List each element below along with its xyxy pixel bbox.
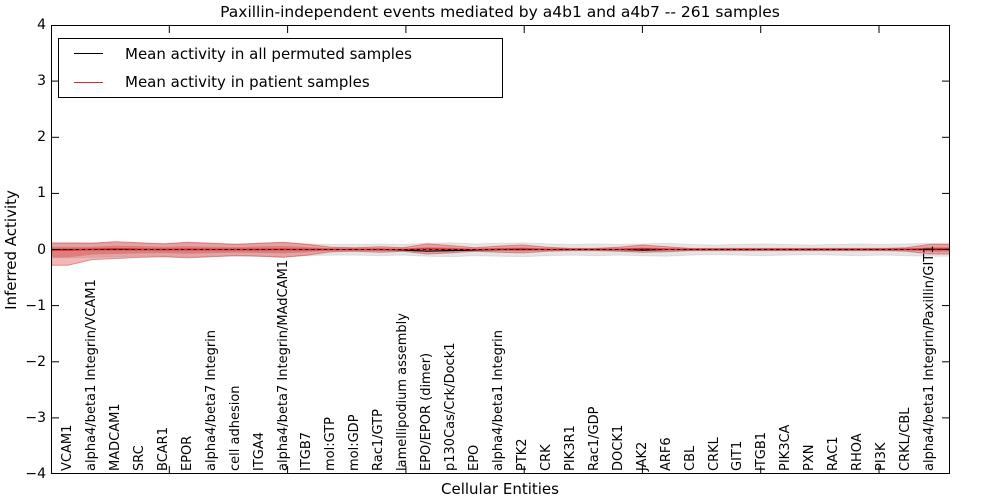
x-tick-label: RHOA — [850, 433, 866, 471]
x-tick-label: PI3K — [874, 442, 890, 471]
x-tick-label: alpha4/beta7 Integrin — [203, 329, 219, 471]
x-tick-label: DOCK1 — [610, 424, 626, 471]
legend-label-permuted: Mean activity in all permuted samples — [125, 44, 412, 63]
x-tick-label: ITGB1 — [754, 431, 770, 471]
x-tick-label: p130Cas/Crk/Dock1 — [443, 342, 459, 471]
x-tick-label: ITGA4 — [251, 431, 267, 471]
legend: Mean activity in all permuted samples Me… — [58, 38, 503, 98]
legend-entry-patient: Mean activity in patient samples — [59, 68, 502, 96]
x-tick-label: alpha4/beta1 Integrin — [491, 329, 506, 471]
x-tick-label: mol:GTP — [323, 417, 339, 471]
legend-entry-permuted: Mean activity in all permuted samples — [59, 40, 502, 68]
x-tick-label: lamellipodium assembly — [395, 313, 411, 471]
y-tick-label: 0 — [37, 241, 46, 258]
x-tick-label: VCAM1 — [60, 424, 75, 471]
legend-line-sample-patient-icon — [74, 81, 103, 83]
y-tick-label: 2 — [37, 129, 46, 146]
y-tick-label: −2 — [25, 353, 46, 370]
plot-area: VCAM1 alpha4/beta1 Integrin/VCAM1 MADCAM1 S… — [51, 25, 950, 474]
x-tick-label: EPO/EPOR (dimer) — [419, 352, 435, 471]
chart-title: Paxillin-independent events mediated by … — [220, 3, 780, 21]
x-tick-label: CRKL/CBL — [898, 407, 914, 472]
y-tick-label: 3 — [37, 73, 46, 90]
x-tick-label: JAK2 — [634, 441, 650, 471]
x-tick-label: RAC1 — [826, 436, 842, 471]
x-tick-label: alpha4/beta1 Integrin/VCAM1 — [83, 279, 99, 471]
x-tick-label: Rac1/GDP — [586, 406, 602, 471]
x-tick-label: CRK — [538, 444, 554, 471]
legend-line-sample-permuted-icon — [74, 53, 103, 55]
x-tick-label: ARF6 — [658, 437, 674, 471]
y-tick-label: −3 — [25, 409, 46, 426]
x-tick-label: EPO — [467, 444, 483, 471]
x-tick-label: CRKL — [706, 437, 722, 471]
x-tick-label: alpha4/beta7 Integrin/MAdCAM1 — [275, 260, 291, 471]
x-tick-label: BCAR1 — [155, 427, 171, 471]
x-tick-label: alpha4/beta1 Integrin/Paxillin/GIT1 — [922, 245, 937, 471]
x-tick-label: MADCAM1 — [107, 403, 123, 471]
x-tick-label: CBL — [682, 445, 698, 471]
x-tick-label: mol:GDP — [347, 414, 363, 471]
x-tick-label: cell adhesion — [227, 385, 243, 471]
y-tick-label: −1 — [25, 297, 46, 314]
x-tick-label: PIK3CA — [778, 424, 794, 471]
x-tick-label: PXN — [802, 444, 818, 471]
x-tick-label: EPOR — [179, 435, 195, 471]
y-tick-label: 4 — [37, 17, 46, 33]
x-tick-label: GIT1 — [730, 440, 746, 471]
y-tick-label: −4 — [25, 466, 46, 482]
x-tick-label: Rac1/GTP — [371, 409, 387, 471]
legend-label-patient: Mean activity in patient samples — [125, 73, 370, 92]
x-axis-label: Cellular Entities — [441, 480, 559, 498]
y-tick-label: 1 — [37, 185, 46, 202]
x-tick-label: SRC — [131, 445, 147, 471]
x-tick-label: PTK2 — [514, 438, 530, 471]
x-tick-label: PIK3R1 — [562, 425, 578, 471]
plot-canvas — [51, 25, 950, 474]
band-1 — [51, 241, 950, 266]
x-tick-label: ITGB7 — [299, 431, 315, 471]
plot-frame — [51, 25, 950, 474]
